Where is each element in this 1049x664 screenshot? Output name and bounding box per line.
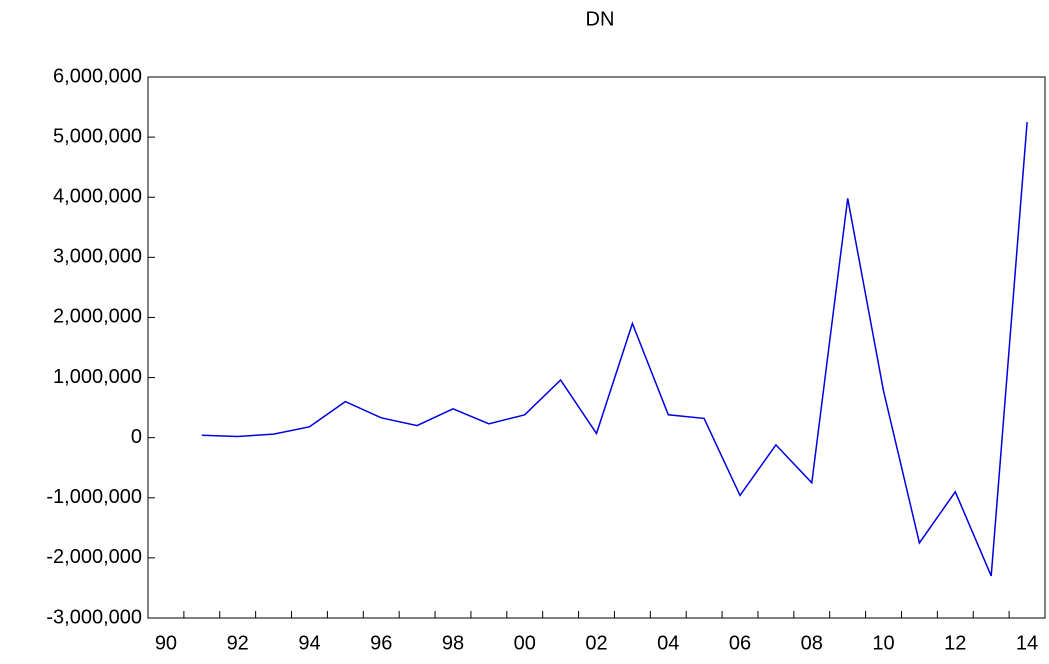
x-tick-label: 08 — [801, 632, 823, 654]
x-tick-label: 00 — [514, 632, 536, 654]
x-tick-label: 12 — [944, 632, 966, 654]
chart-title: DN — [586, 8, 615, 30]
x-tick-label: 90 — [155, 632, 177, 654]
x-tick-label: 96 — [370, 632, 392, 654]
x-tick-label: 02 — [585, 632, 607, 654]
series-line — [201, 122, 1028, 577]
y-tick-label: -2,000,000 — [46, 546, 142, 568]
x-tick-label: 94 — [298, 632, 320, 654]
y-tick-label: 0 — [131, 426, 142, 448]
y-tick-label: 6,000,000 — [53, 65, 142, 87]
y-tick-label: -1,000,000 — [46, 486, 142, 508]
x-tick-label: 92 — [227, 632, 249, 654]
y-tick-label: 1,000,000 — [53, 366, 142, 388]
y-tick-label: 4,000,000 — [53, 186, 142, 208]
y-tick-label: 5,000,000 — [53, 125, 142, 147]
y-tick-label: 3,000,000 — [53, 246, 142, 268]
x-tick-label: 06 — [729, 632, 751, 654]
y-tick-label: -3,000,000 — [46, 606, 142, 628]
plot-frame — [147, 76, 1046, 619]
y-tick-label: 2,000,000 — [53, 306, 142, 328]
x-tick-label: 10 — [872, 632, 894, 654]
x-tick-label: 98 — [442, 632, 464, 654]
x-tick-label: 04 — [657, 632, 679, 654]
x-tick-label: 14 — [1016, 632, 1038, 654]
